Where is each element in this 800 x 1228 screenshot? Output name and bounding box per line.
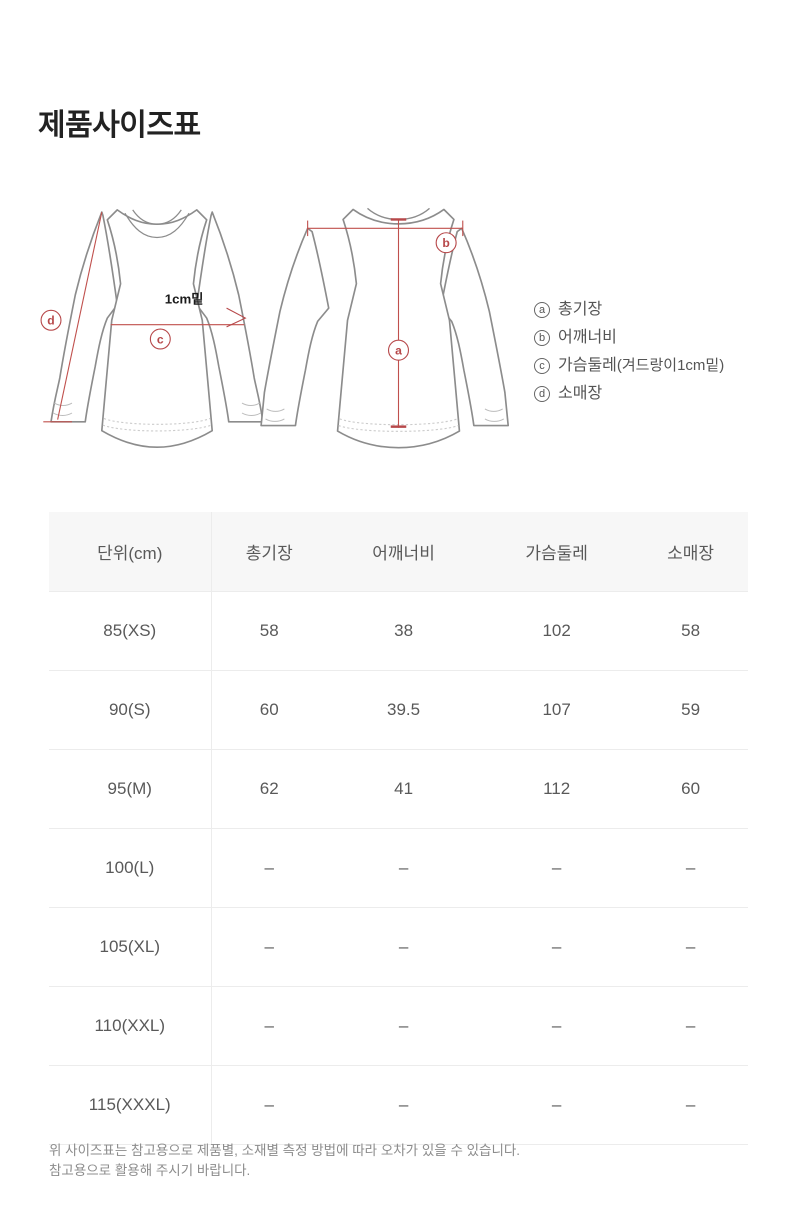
svg-text:b: b [442,236,449,250]
svg-text:c: c [157,332,164,346]
svg-text:1cm밑: 1cm밑 [165,292,204,307]
svg-text:a: a [395,344,402,358]
svg-text:d: d [47,314,54,328]
